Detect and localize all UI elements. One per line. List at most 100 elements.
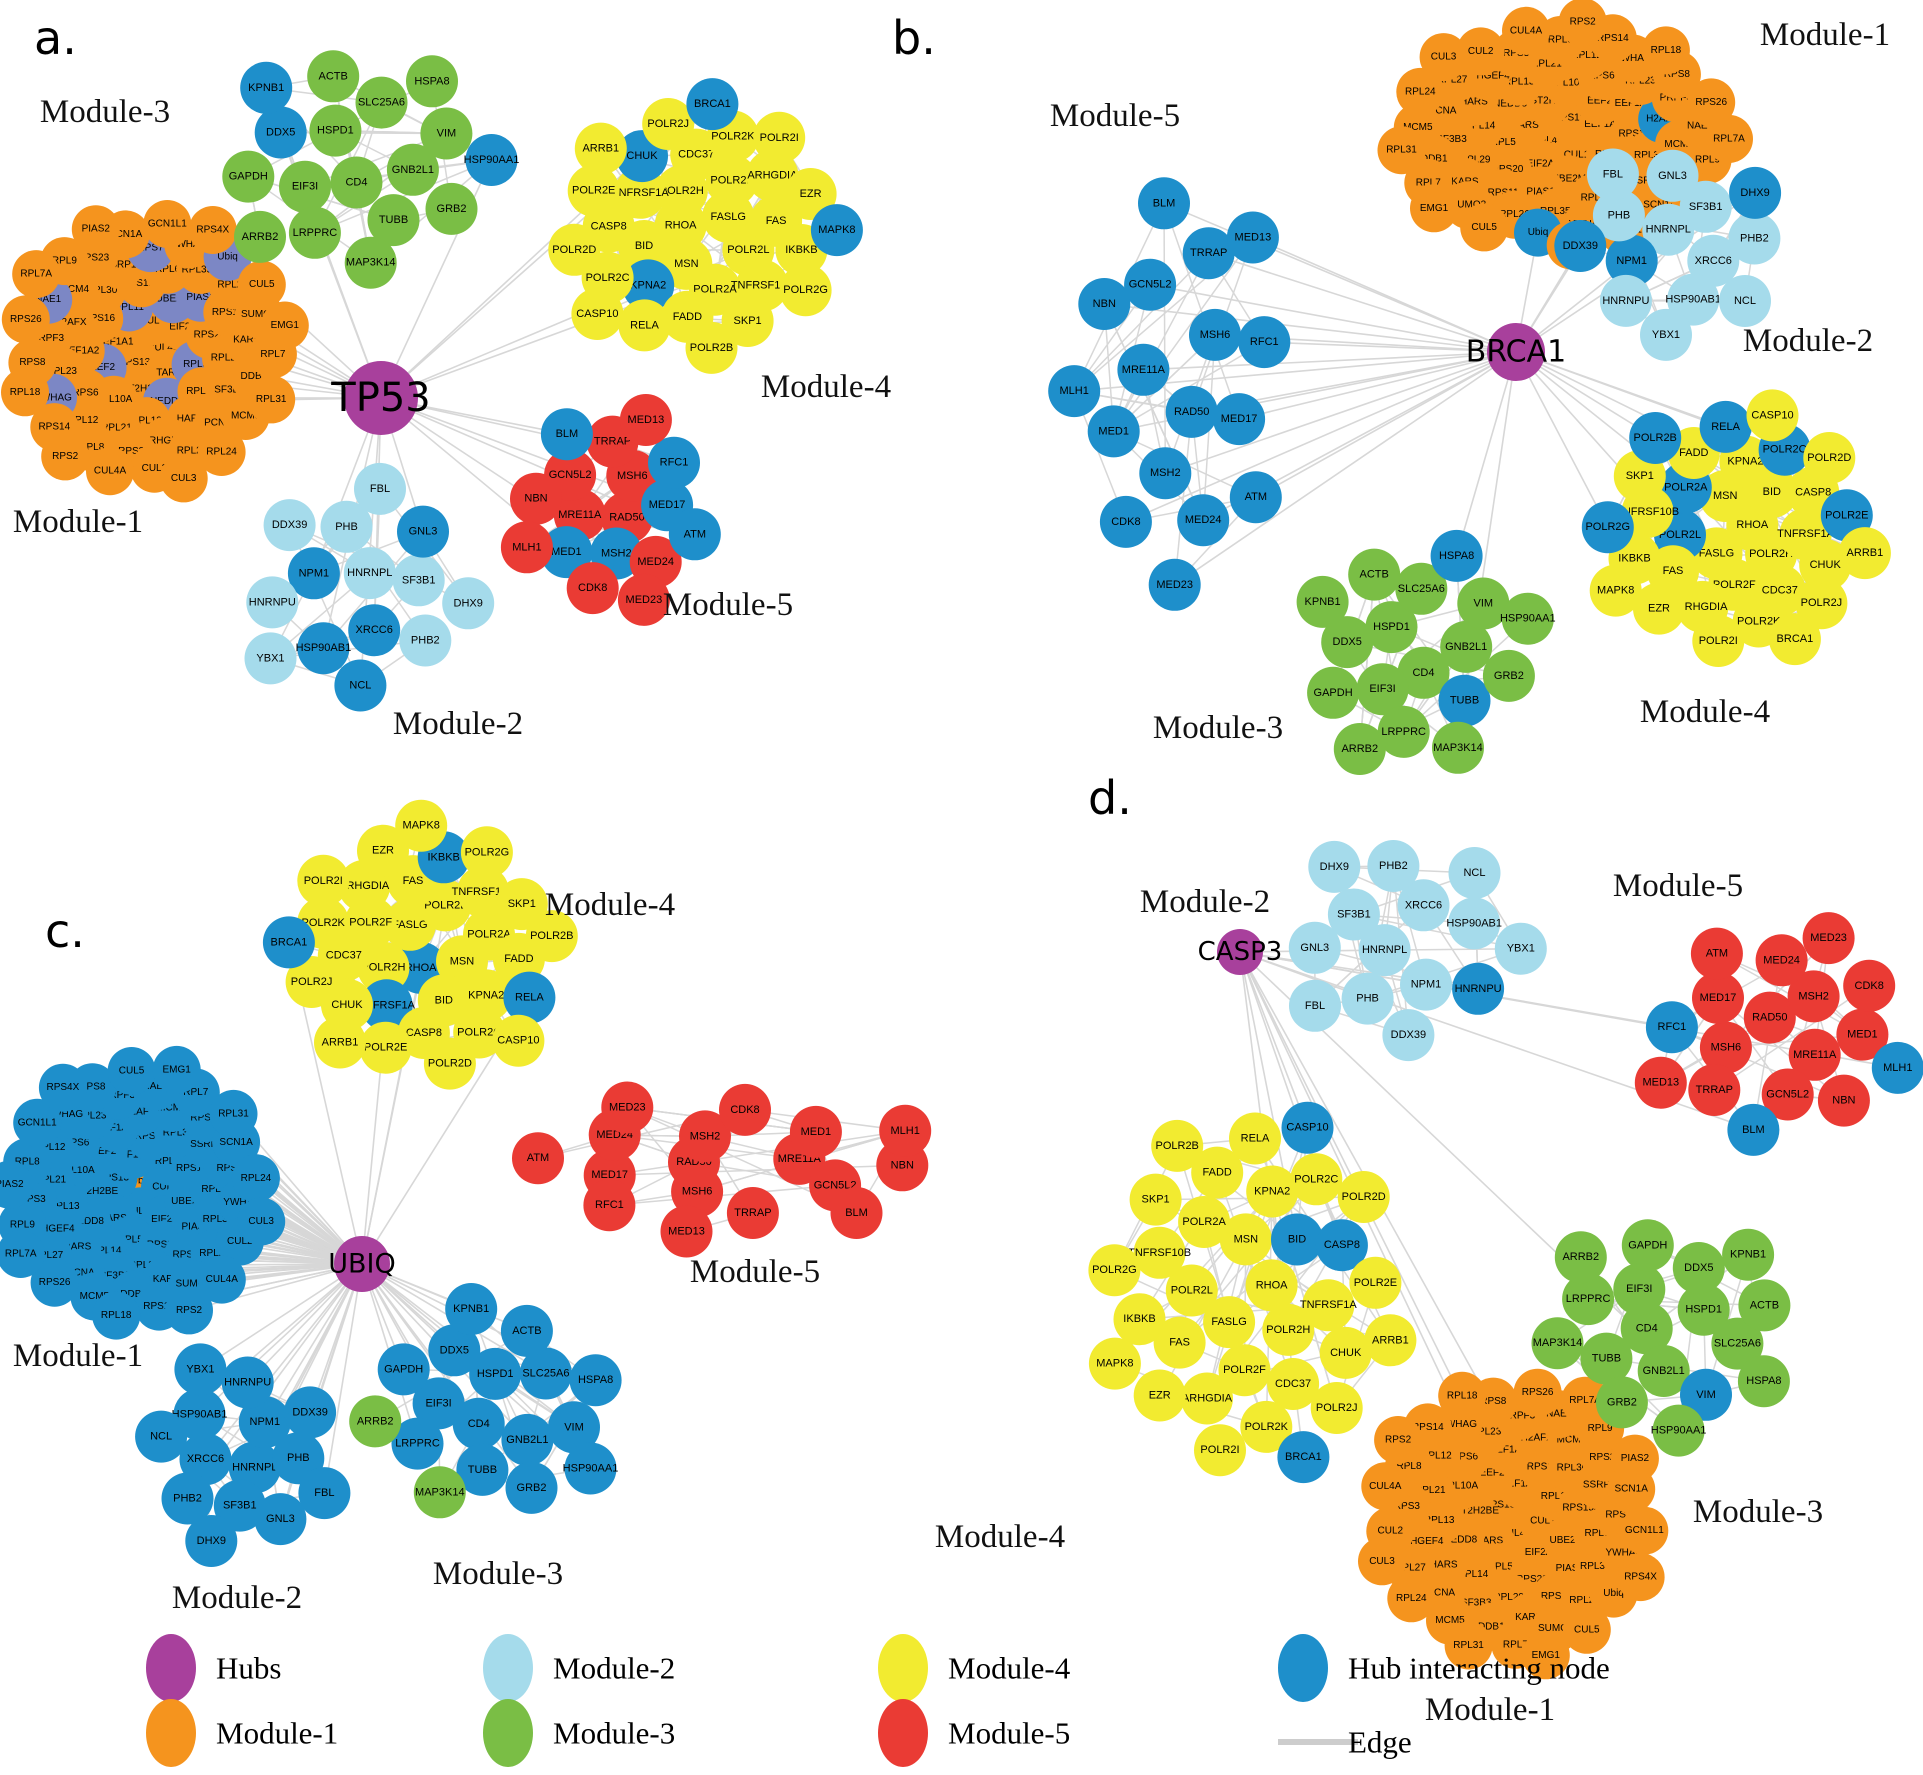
node-circle[interactable] — [705, 154, 758, 207]
node-circle[interactable] — [173, 1388, 226, 1441]
node-circle[interactable] — [1177, 494, 1230, 547]
node-circle[interactable] — [1652, 1404, 1705, 1457]
node-HNRNPU[interactable]: HNRNPU — [221, 1356, 274, 1409]
node-circle[interactable] — [1333, 723, 1386, 775]
node-MSH6[interactable]: MSH6 — [1189, 308, 1241, 361]
node-circle[interactable] — [1088, 1337, 1141, 1390]
node-circle[interactable] — [260, 301, 309, 350]
node-PIAS2[interactable]: PIAS2 — [1610, 1434, 1659, 1483]
node-circle[interactable] — [566, 562, 619, 615]
node-KPNB1[interactable]: KPNB1 — [445, 1283, 498, 1335]
node-RPL31[interactable]: RPL31 — [1444, 1621, 1493, 1670]
node-EMG1[interactable]: EMG1 — [1521, 1631, 1570, 1680]
node-circle[interactable] — [254, 1493, 307, 1546]
node-circle[interactable] — [789, 1105, 842, 1158]
node-circle[interactable] — [320, 500, 373, 553]
node-POLR2B[interactable]: POLR2B — [525, 910, 578, 963]
node-EMG1[interactable]: EMG1 — [1410, 184, 1458, 233]
node-GRB2[interactable]: GRB2 — [425, 182, 478, 235]
node-GRB2[interactable]: GRB2 — [1482, 649, 1535, 702]
node-circle[interactable] — [406, 55, 458, 108]
node-SF3B1[interactable]: SF3B1 — [392, 554, 445, 607]
node-ARRB1[interactable]: ARRB1 — [1364, 1314, 1417, 1367]
node-GCN1L1[interactable]: GCN1L1 — [1620, 1506, 1669, 1555]
node-circle[interactable] — [1737, 1355, 1790, 1408]
node-circle[interactable] — [564, 1442, 617, 1495]
node-circle[interactable] — [1690, 927, 1743, 980]
node-circle[interactable] — [367, 194, 420, 247]
node-circle[interactable] — [660, 1205, 713, 1258]
node-circle[interactable] — [1836, 1008, 1889, 1061]
node-TNFRSF1A[interactable]: TNFRSF1A — [612, 166, 670, 219]
node-circle[interactable] — [143, 200, 192, 248]
node-EIF3I[interactable]: EIF3I — [1613, 1263, 1666, 1316]
node-circle[interactable] — [1562, 1273, 1615, 1326]
node-circle[interactable] — [648, 436, 700, 489]
node-circle[interactable] — [1219, 1213, 1272, 1266]
node-RPS2[interactable]: RPS2 — [165, 1286, 213, 1335]
node-VIM[interactable]: VIM — [548, 1401, 600, 1454]
node-circle[interactable] — [309, 104, 362, 157]
node-circle[interactable] — [1151, 1119, 1204, 1172]
node-POLR2G[interactable]: POLR2G — [779, 264, 832, 317]
node-HSPA8[interactable]: HSPA8 — [406, 55, 458, 108]
node-RPL7A[interactable]: RPL7A — [1705, 114, 1753, 163]
node-CASP8[interactable]: CASP8 — [1315, 1219, 1368, 1272]
node-DDX5[interactable]: DDX5 — [254, 106, 307, 159]
node-circle[interactable] — [349, 1395, 402, 1448]
node-GRB2[interactable]: GRB2 — [505, 1461, 558, 1514]
node-BLM[interactable]: BLM — [1138, 177, 1190, 230]
node-circle[interactable] — [503, 971, 556, 1024]
node-GCN5L2[interactable]: GCN5L2 — [1124, 258, 1177, 311]
node-circle[interactable] — [1308, 840, 1361, 893]
node-DHX9[interactable]: DHX9 — [1729, 166, 1782, 219]
hub-circle[interactable] — [1217, 929, 1263, 975]
node-circle[interactable] — [505, 1461, 558, 1514]
node-circle[interactable] — [357, 941, 410, 994]
node-circle[interactable] — [1226, 211, 1279, 264]
node-circle[interactable] — [179, 1433, 232, 1486]
node-PHB[interactable]: PHB — [1341, 972, 1394, 1025]
node-LRPPRC[interactable]: LRPPRC — [1377, 705, 1430, 758]
node-circle[interactable] — [86, 447, 134, 496]
node-POLR2F[interactable]: POLR2F — [1218, 1344, 1271, 1397]
node-circle[interactable] — [344, 236, 397, 289]
node-circle[interactable] — [355, 76, 408, 129]
node-circle[interactable] — [1364, 1314, 1417, 1367]
node-circle[interactable] — [719, 1083, 771, 1136]
node-circle[interactable] — [618, 299, 671, 352]
node-FBL[interactable]: FBL — [354, 462, 406, 515]
node-NBN[interactable]: NBN — [1078, 278, 1131, 330]
node-HSPA8[interactable]: HSPA8 — [569, 1354, 622, 1407]
node-circle[interactable] — [377, 1343, 430, 1396]
node-circle[interactable] — [456, 1443, 509, 1496]
node-circle[interactable] — [1502, 6, 1550, 55]
node-circle[interactable] — [1581, 501, 1634, 554]
node-circle[interactable] — [1182, 227, 1235, 280]
node-MAPK8[interactable]: MAPK8 — [1088, 1337, 1141, 1390]
node-MED1[interactable]: MED1 — [540, 526, 593, 579]
node-circle[interactable] — [197, 1255, 246, 1304]
node-POLR2I[interactable]: POLR2I — [1692, 615, 1745, 667]
node-KPNA2[interactable]: KPNA2 — [622, 259, 675, 312]
node-circle[interactable] — [1438, 1371, 1487, 1420]
node-MED1[interactable]: MED1 — [1836, 1008, 1889, 1061]
node-RELA[interactable]: RELA — [618, 299, 671, 352]
node-POLR2I[interactable]: POLR2I — [297, 854, 350, 907]
node-GNB2L1[interactable]: GNB2L1 — [1637, 1345, 1690, 1397]
node-circle[interactable] — [288, 206, 341, 259]
node-circle[interactable] — [1646, 149, 1699, 202]
node-circle[interactable] — [614, 166, 667, 219]
node-circle[interactable] — [1319, 1326, 1372, 1379]
node-circle[interactable] — [1605, 234, 1658, 287]
node-CHUK[interactable]: CHUK — [1319, 1326, 1372, 1379]
node-XRCC6[interactable]: XRCC6 — [1397, 879, 1450, 932]
node-circle[interactable] — [1087, 405, 1140, 458]
node-circle[interactable] — [1448, 897, 1501, 950]
node-circle[interactable] — [0, 1160, 34, 1209]
node-circle[interactable] — [1262, 1303, 1315, 1356]
node-circle[interactable] — [1129, 1173, 1182, 1226]
node-MAP3K14[interactable]: MAP3K14 — [1432, 721, 1484, 774]
node-circle[interactable] — [1802, 912, 1855, 965]
node-GRB2[interactable]: GRB2 — [1595, 1376, 1648, 1429]
